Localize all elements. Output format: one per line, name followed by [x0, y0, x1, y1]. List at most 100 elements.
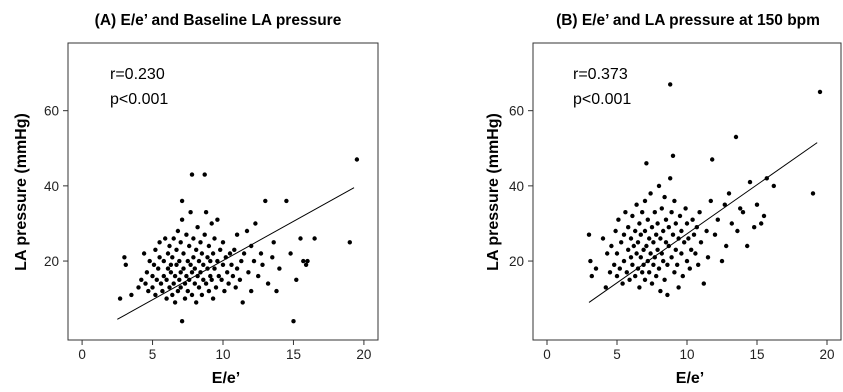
panel-a-data-point — [219, 277, 224, 282]
panel-a-data-point — [215, 217, 220, 222]
panel-b-data-point — [686, 236, 691, 241]
panel-b-data-point — [626, 225, 631, 230]
panel-a-data-point — [178, 270, 183, 275]
panel-b-data-point — [761, 213, 767, 219]
panel-b-x-tick-label: 20 — [819, 347, 834, 362]
panel-b-y-ticks: 20 40 60 — [509, 104, 533, 269]
panel-a-data-point — [354, 157, 360, 162]
panel-a-data-point — [240, 300, 245, 305]
panel-b-data-point — [634, 251, 639, 256]
panel-b-y-tick-label: 20 — [509, 254, 524, 269]
panel-b-x-axis-label: E/e’ — [676, 370, 704, 387]
panel-a-data-point — [179, 319, 185, 324]
panel-a-data-point — [164, 277, 169, 282]
panel-a-data-point — [270, 255, 275, 260]
panel-b-data-point — [715, 217, 720, 222]
panel-a-data-point — [205, 255, 210, 260]
panel-b-data-point — [614, 273, 620, 279]
panel-a-data-point — [226, 281, 231, 286]
panel-b-data-point — [719, 258, 725, 264]
panel-b-data-point — [747, 179, 753, 185]
panel-a-data-point — [151, 262, 157, 267]
panel-b-data-point — [586, 232, 592, 237]
panel-a-data-point — [312, 236, 317, 241]
panel-b-data-point — [614, 251, 620, 256]
panel-b-data-point — [644, 243, 649, 249]
panel-b-data-point — [697, 210, 702, 215]
panel-b-points — [586, 82, 823, 298]
panel-a-data-point — [117, 296, 123, 301]
panel-a-data-point — [274, 288, 279, 294]
panel-a-data-point — [178, 285, 183, 290]
panel-a-data-point — [277, 266, 282, 271]
panel-b-data-point — [679, 228, 684, 234]
panel-b-data-point — [708, 198, 713, 204]
panel-a-data-point — [181, 251, 186, 256]
panel-a-data-point — [144, 270, 150, 275]
panel-a-data-point — [202, 172, 207, 177]
panel-a-data-point — [265, 281, 271, 286]
panel-a-data-point — [122, 255, 127, 260]
panel-b-data-point — [655, 221, 660, 226]
panel-a-data-point — [184, 232, 189, 237]
panel-a-data-point — [220, 240, 226, 245]
panel-b-data-point — [642, 277, 648, 282]
panel-b-data-point — [665, 262, 670, 267]
panel-b-data-point — [759, 221, 764, 226]
panel-b-data-point — [754, 202, 760, 207]
panel-a-data-point — [161, 258, 166, 264]
panel-a-data-point — [222, 288, 227, 294]
panel-b-data-point — [647, 236, 652, 241]
panel-a-data-point — [192, 266, 197, 271]
panel-a-data-point — [194, 247, 199, 252]
panel-a-data-point — [189, 270, 195, 275]
panel-a-data-point — [199, 292, 205, 298]
panel-a-data-point — [208, 273, 213, 279]
panel-a-data-point — [195, 225, 200, 230]
panel-a-y-tick-label: 20 — [44, 254, 59, 269]
panel-b-data-point — [662, 277, 667, 282]
panel-b-data-point — [663, 217, 669, 222]
panel-a-data-point — [187, 243, 192, 249]
panel-b-data-point — [649, 281, 655, 286]
panel-b-data-point — [676, 236, 681, 241]
panel-a-data-point — [174, 262, 179, 267]
panel-b-data-point — [669, 210, 674, 215]
panel-b-data-point — [588, 258, 593, 264]
panel-a-data-point — [201, 262, 206, 267]
panel-b-data-point — [641, 247, 646, 252]
panel-b-data-point — [682, 240, 687, 245]
panel-a-data-point — [153, 292, 158, 298]
panel-b-data-point — [638, 255, 643, 260]
panel-a-y-ticks: 20 40 60 — [44, 104, 68, 269]
panel-a-data-point — [172, 300, 178, 305]
panel-b-data-point — [642, 228, 648, 234]
panel-a-data-point — [163, 236, 168, 241]
panel-a-x-tick-label: 5 — [149, 347, 157, 362]
panel-b-data-point — [729, 221, 734, 226]
panel-b-data-point — [691, 232, 697, 237]
panel-b-data-point — [666, 225, 671, 230]
panel-a-data-point — [141, 251, 147, 256]
panel-a-data-point — [154, 277, 159, 282]
panel-b-data-point — [689, 247, 694, 252]
panel-a-data-point — [237, 277, 243, 282]
panel-b-data-point — [648, 191, 653, 196]
panel-b-data-point — [712, 232, 718, 237]
panel-a-data-point — [178, 240, 183, 245]
panel-b-data-point — [733, 134, 739, 140]
panel-b-data-point — [649, 225, 655, 230]
panel-a-data-point — [232, 247, 237, 252]
panel-b-data-point — [684, 221, 690, 226]
panel-b-data-point — [655, 247, 660, 252]
panel-a-data-point — [210, 251, 216, 256]
panel-a-data-point — [185, 288, 190, 294]
panel-b-data-point — [656, 266, 662, 271]
panel-a-data-point — [305, 258, 310, 264]
panel-a-data-point — [212, 266, 217, 271]
panel-b-data-point — [617, 266, 622, 271]
panel-a-data-point — [188, 210, 193, 215]
panel-a-data-point — [249, 243, 254, 249]
panel-b-data-point — [630, 262, 635, 267]
panel-a: (A) E/e’ and Baseline LA pressure LA pre… — [13, 12, 379, 387]
